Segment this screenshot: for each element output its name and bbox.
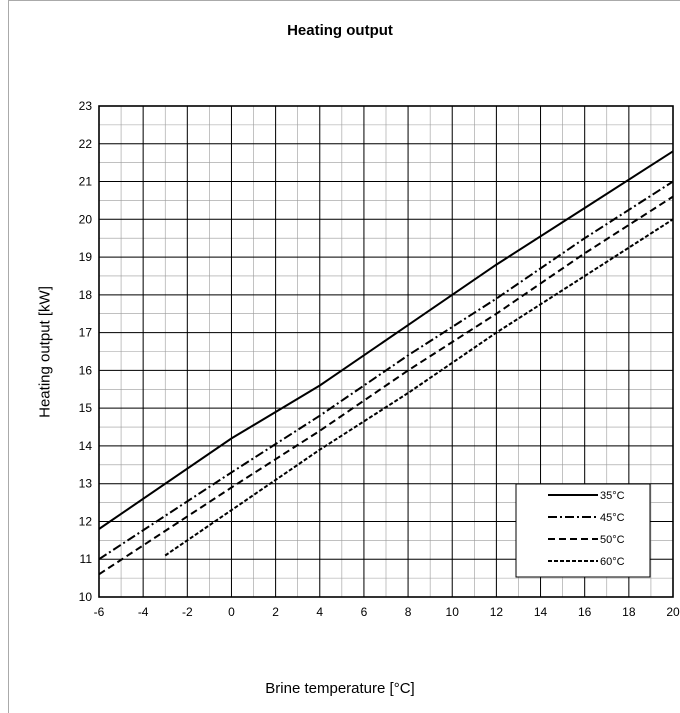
chart-title: Heating output — [287, 22, 393, 39]
legend-label: 60°C — [600, 556, 625, 568]
x-tick-label: 10 — [446, 605, 460, 619]
x-tick-label: 2 — [272, 605, 279, 619]
legend-label: 50°C — [600, 534, 625, 546]
y-tick-label: 15 — [79, 401, 93, 415]
y-tick-label: 11 — [80, 552, 93, 566]
y-tick-label: 18 — [79, 288, 93, 302]
x-tick-label: 12 — [490, 605, 504, 619]
x-tick-label: 20 — [666, 605, 680, 619]
x-axis-ticks: -6 -4 -2 0 2 4 6 8 10 12 14 16 18 20 — [94, 605, 680, 619]
y-axis-label: Heating output [kW] — [36, 286, 54, 418]
y-tick-label: 13 — [79, 477, 93, 491]
y-tick-label: 20 — [79, 212, 93, 226]
x-tick-label: 8 — [405, 605, 412, 619]
series-line-1 — [98, 180, 674, 561]
x-tick-label: 16 — [578, 605, 592, 619]
y-tick-label: 12 — [79, 514, 93, 528]
legend: 35°C 45°C 50°C 60°C — [515, 483, 651, 578]
y-tick-label: 19 — [79, 250, 93, 264]
y-tick-label: 21 — [79, 175, 93, 189]
legend-label: 45°C — [600, 512, 625, 524]
series-line-3 — [164, 218, 674, 557]
x-tick-label: 4 — [316, 605, 323, 619]
series-line-2 — [98, 195, 674, 576]
x-tick-label: 6 — [361, 605, 368, 619]
legend-label: 35°C — [600, 490, 625, 502]
y-tick-label: 14 — [79, 439, 93, 453]
y-tick-label: 23 — [79, 99, 93, 113]
x-tick-label: -4 — [138, 605, 149, 619]
x-tick-label: 18 — [622, 605, 636, 619]
y-axis-ticks: 10 11 12 13 14 15 16 17 18 19 20 21 22 23 — [79, 99, 93, 604]
y-tick-label: 22 — [79, 137, 93, 151]
x-tick-label: 14 — [534, 605, 548, 619]
x-tick-label: -6 — [94, 605, 105, 619]
x-tick-label: -2 — [182, 605, 193, 619]
x-tick-label: 0 — [228, 605, 235, 619]
y-tick-label: 16 — [79, 363, 93, 377]
y-tick-label: 10 — [79, 590, 93, 604]
series-layer — [98, 150, 674, 576]
x-axis-label: Brine temperature [°C] — [265, 680, 415, 697]
y-tick-label: 17 — [79, 326, 93, 340]
series-line-0 — [98, 150, 674, 530]
plot-area-border — [98, 105, 674, 598]
legend-box — [515, 483, 651, 578]
